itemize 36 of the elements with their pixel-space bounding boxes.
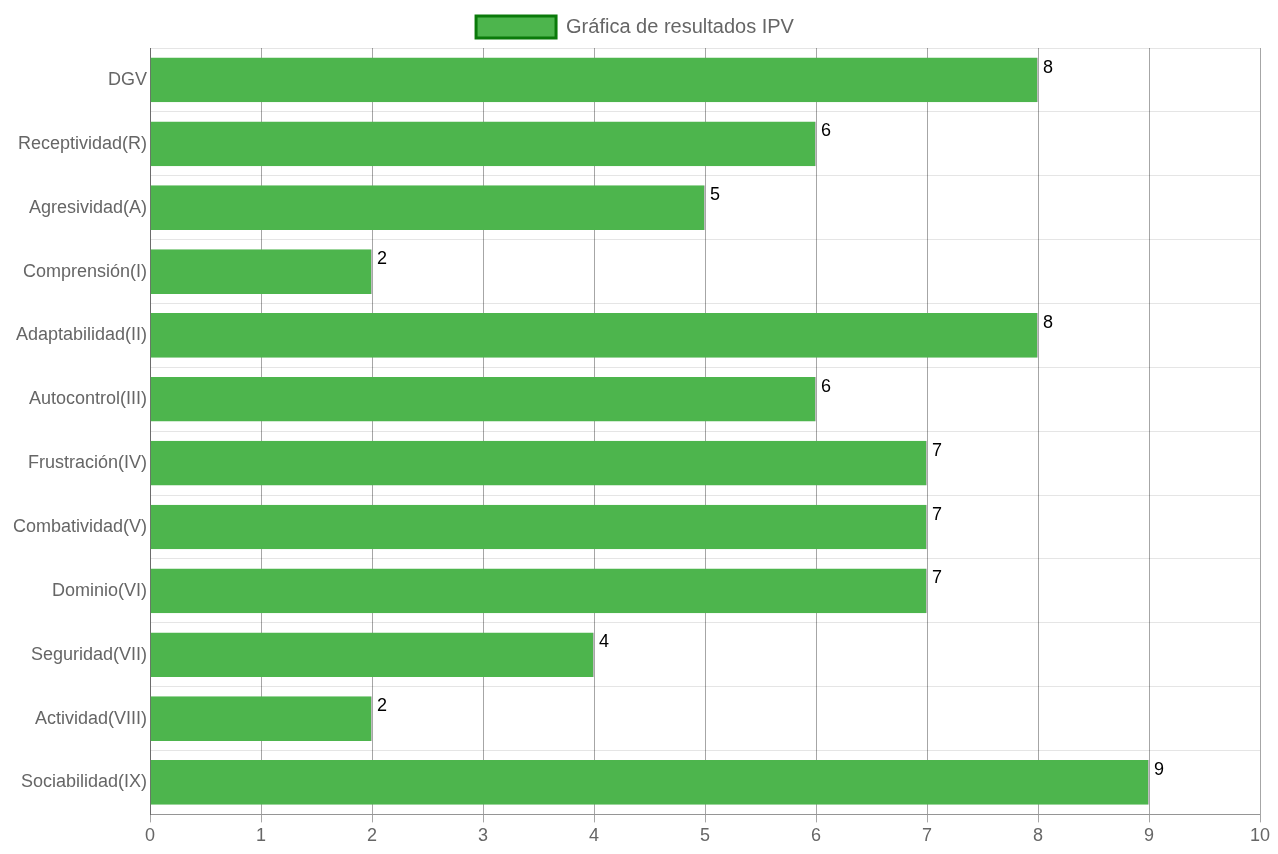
y-tick-label: Agresividad(A) — [29, 196, 148, 217]
data-label: 4 — [599, 631, 610, 652]
x-tick-label: 5 — [700, 825, 711, 846]
x-tick-label: 4 — [589, 825, 600, 846]
y-tick-label: Comprensión(I) — [23, 260, 148, 281]
data-label: 7 — [932, 567, 943, 588]
y-tick-label: Receptividad(R) — [17, 132, 148, 153]
x-tick-label: 10 — [1249, 825, 1271, 846]
x-tick-label: 3 — [478, 825, 489, 846]
x-tick-label: 8 — [1033, 825, 1044, 846]
x-tick-label: 7 — [922, 825, 933, 846]
y-tick-label: Combatividad(V) — [12, 515, 148, 536]
y-tick-label: DGV — [108, 68, 148, 89]
data-label: 2 — [377, 695, 388, 716]
data-label: 6 — [821, 375, 832, 396]
data-label: 8 — [1043, 56, 1054, 77]
x-tick-label: 2 — [367, 825, 378, 846]
data-label: 5 — [710, 184, 721, 205]
y-tick-label: Sociabilidad(IX) — [20, 771, 148, 792]
data-label: 2 — [377, 248, 388, 269]
x-tick-label: 9 — [1144, 825, 1155, 846]
y-tick-label: Autocontrol(III) — [29, 388, 148, 409]
y-tick-label: Actividad(VIII) — [35, 707, 148, 728]
legend-label: Gráfica de resultados IPV — [566, 14, 795, 37]
x-tick-label: 0 — [145, 825, 156, 846]
data-label: 8 — [1043, 312, 1054, 333]
x-tick-label: 1 — [256, 825, 267, 846]
data-label: 7 — [932, 439, 943, 460]
x-tick-label: 6 — [811, 825, 822, 846]
data-label: 7 — [932, 503, 943, 524]
data-label: 9 — [1154, 759, 1165, 780]
y-tick-label: Frustración(IV) — [28, 452, 148, 473]
y-tick-label: Adaptabilidad(II) — [15, 324, 148, 345]
y-tick-label: Dominio(VI) — [52, 579, 148, 600]
y-tick-label: Seguridad(VII) — [30, 643, 148, 664]
data-label: 6 — [821, 120, 832, 141]
